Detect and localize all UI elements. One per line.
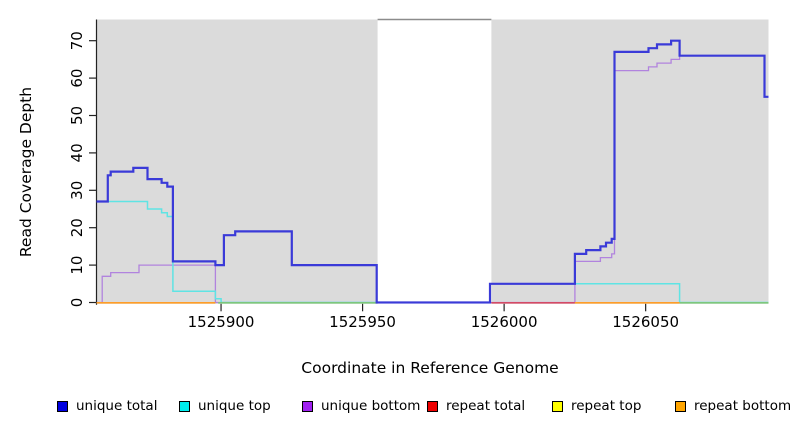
legend-item-unique-bottom: unique bottom — [302, 398, 420, 414]
y-tick-label-0: 0 — [68, 298, 86, 308]
legend-item-repeat-bottom: repeat bottom — [675, 398, 791, 414]
legend-item-unique-top: unique top — [179, 398, 271, 414]
y-tick-label-30: 30 — [68, 181, 86, 200]
unique-bottom-swatch-icon — [302, 400, 313, 412]
legend-item-unique-total: unique total — [57, 398, 157, 414]
x-tick-label-1526050: 1526050 — [612, 313, 679, 331]
unique-top-swatch-icon — [179, 400, 190, 412]
legend-label-unique-bottom: unique bottom — [321, 398, 421, 414]
x-axis-title: Coordinate in Reference Genome — [301, 359, 558, 377]
shaded-region-1 — [96, 19, 378, 304]
x-tick-label-1525900: 1525900 — [188, 313, 255, 331]
repeat-total-swatch-icon — [427, 400, 438, 412]
y-tick-label-20: 20 — [68, 218, 86, 237]
series-line-unique-total — [96, 39, 769, 304]
repeat-bottom-swatch-icon — [675, 400, 686, 412]
coverage-plot: 0 10 20 30 40 50 60 70 1525900 1525950 1526000 1526… — [17, 18, 769, 377]
y-tick-label-10: 10 — [68, 256, 86, 275]
legend-item-repeat-top: repeat top — [552, 398, 641, 414]
legend: unique total unique top unique bottom re… — [0, 396, 792, 422]
legend-label-unique-top: unique top — [198, 398, 271, 414]
y-tick-label-70: 70 — [68, 31, 86, 50]
series-lines — [96, 39, 769, 304]
legend-label-repeat-total: repeat total — [446, 398, 526, 414]
y-tick-label-60: 60 — [68, 69, 86, 88]
legend-item-repeat-total: repeat total — [427, 398, 525, 414]
legend-label-repeat-top: repeat top — [571, 398, 642, 414]
x-tick-label-1525950: 1525950 — [329, 313, 396, 331]
y-axis-title: Read Coverage Depth — [17, 87, 35, 257]
series-line-unique-bottom — [96, 55, 769, 304]
repeat-top-swatch-icon — [552, 400, 563, 412]
x-tick-label-1526000: 1526000 — [471, 313, 538, 331]
legend-label-unique-total: unique total — [76, 398, 158, 414]
y-tick-label-50: 50 — [68, 106, 86, 125]
unique-total-swatch-icon — [57, 400, 68, 412]
y-tick-label-40: 40 — [68, 143, 86, 162]
legend-label-repeat-bottom: repeat bottom — [694, 398, 792, 414]
shaded-region-2 — [491, 19, 769, 304]
